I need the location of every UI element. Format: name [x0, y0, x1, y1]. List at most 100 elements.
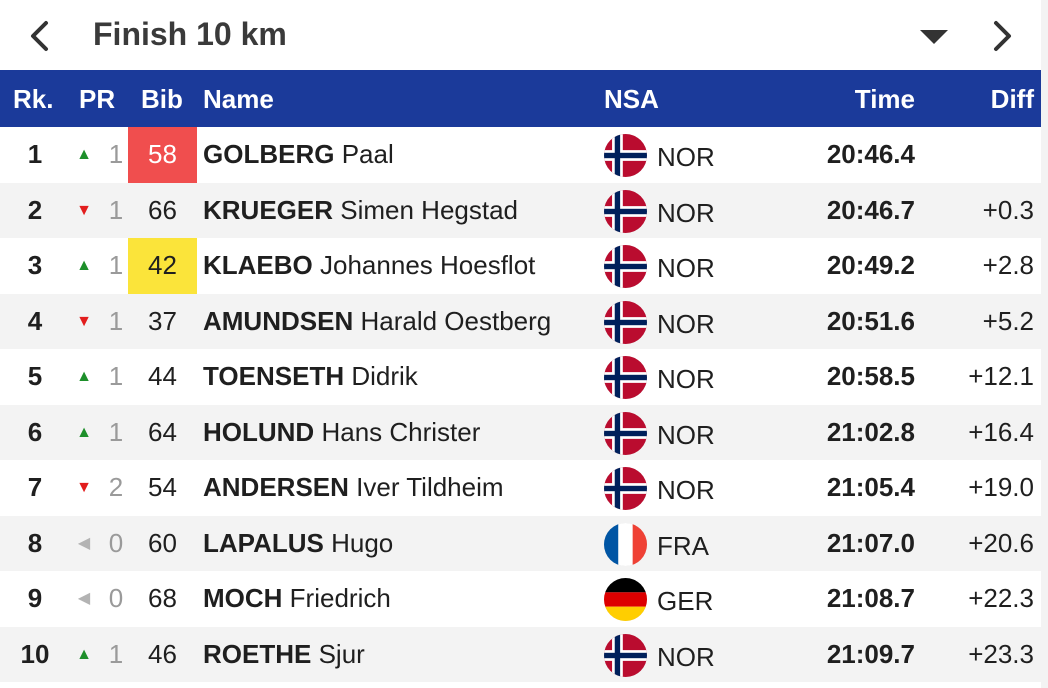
- athlete-surname: KLAEBO: [203, 250, 313, 280]
- athlete-given-name: Hugo: [331, 527, 394, 558]
- nation-code: NOR: [657, 641, 715, 672]
- table-row[interactable]: 7 ▼ 2 54 ANDERSEN Iver Tildheim NOR 21:05.4 +19…: [0, 460, 1041, 516]
- column-header-time[interactable]: Time: [854, 84, 915, 114]
- time-difference: +19.0: [968, 472, 1034, 502]
- table-row[interactable]: 8 ◀ 0 60 LAPALUS Hugo FRA 21:07.0 +20.6: [0, 515, 1041, 572]
- table-row[interactable]: 6 ▲ 1 64 HOLUND Hans Christer NOR 21:02.8 +16.4: [0, 404, 1041, 461]
- position-change: 0: [108, 527, 124, 558]
- athlete-given-name: Didrik: [351, 361, 418, 391]
- results-table-header: Rk. PR Bib Name NSA Time Diff: [0, 70, 1041, 127]
- position-change: 1: [108, 194, 124, 225]
- athlete-name[interactable]: TOENSETH Didrik: [203, 349, 418, 405]
- nation-code: NOR: [657, 475, 715, 505]
- athlete-name[interactable]: ROETHE Sjur: [203, 627, 365, 683]
- caret-down-icon[interactable]: [914, 20, 954, 52]
- athlete-surname: MOCH: [203, 583, 283, 613]
- nation-code: FRA: [657, 530, 709, 561]
- bib-number: 64: [148, 416, 177, 447]
- top-bar: Finish 10 km: [0, 0, 1048, 70]
- table-row[interactable]: 5 ▲ 1 44 TOENSETH Didrik NOR 20:58.5 +12.1: [0, 349, 1041, 405]
- time-difference: +22.3: [968, 583, 1034, 613]
- nation-code: NOR: [657, 253, 715, 283]
- scrollbar[interactable]: [1041, 0, 1048, 688]
- arrow-left-icon: ◀: [77, 534, 91, 552]
- nation-code: NOR: [657, 142, 715, 172]
- finish-time: 20:46.7: [826, 194, 915, 225]
- time-difference: +2.8: [982, 250, 1034, 280]
- athlete-given-name: Hans Christer: [321, 416, 481, 447]
- athlete-surname: GOLBERG: [203, 139, 335, 169]
- bib-number: 58: [128, 127, 197, 183]
- bib-number: 42: [128, 238, 197, 294]
- chevron-left-icon[interactable]: [20, 16, 60, 56]
- bib-number: 68: [148, 583, 177, 613]
- bib-number: 66: [148, 194, 177, 225]
- column-header-pr[interactable]: PR: [79, 84, 116, 114]
- position-change: 1: [108, 361, 124, 391]
- column-header-nsa[interactable]: NSA: [604, 84, 659, 114]
- table-row[interactable]: 4 ▼ 1 37 AMUNDSEN Harald Oestberg NOR 20:51.6 +…: [0, 293, 1041, 350]
- rank: 1: [27, 139, 43, 169]
- finish-time: 21:07.0: [826, 527, 915, 558]
- finish-time: 20:46.4: [826, 139, 915, 169]
- athlete-surname: ANDERSEN: [203, 472, 349, 502]
- athlete-surname: HOLUND: [203, 416, 315, 447]
- bib-number: 60: [148, 527, 177, 558]
- athlete-surname: ROETHE: [203, 638, 312, 669]
- athlete-name[interactable]: KLAEBO Johannes Hoesflot: [203, 238, 535, 294]
- column-header-name[interactable]: Name: [203, 84, 274, 114]
- finish-time: 21:02.8: [826, 416, 915, 447]
- norway-flag-icon: [604, 189, 647, 233]
- athlete-name[interactable]: AMUNDSEN Harald Oestberg: [203, 294, 551, 350]
- athlete-surname: AMUNDSEN: [203, 305, 354, 336]
- rank: 6: [27, 416, 43, 447]
- athlete-name[interactable]: MOCH Friedrich: [203, 571, 391, 627]
- athlete-given-name: Iver Tildheim: [356, 472, 504, 502]
- norway-flag-icon: [604, 356, 647, 399]
- rank: 4: [27, 305, 43, 336]
- rank: 2: [27, 194, 43, 225]
- chevron-right-icon[interactable]: [982, 16, 1022, 56]
- bib-number: 37: [148, 305, 177, 336]
- arrow-up-icon: ▲: [76, 146, 92, 163]
- arrow-left-icon: ◀: [77, 590, 91, 607]
- finish-time: 21:05.4: [826, 472, 915, 502]
- nation-code: NOR: [657, 197, 715, 228]
- time-difference: +5.2: [982, 305, 1034, 336]
- athlete-given-name: Friedrich: [289, 583, 391, 613]
- time-difference: +0.3: [982, 194, 1034, 225]
- athlete-surname: KRUEGER: [203, 194, 334, 225]
- nation-code: NOR: [657, 419, 715, 450]
- table-row[interactable]: 1 ▲ 1 58 GOLBERG Paal NOR 20:46.4: [0, 127, 1041, 183]
- bib-number: 46: [148, 638, 177, 669]
- arrow-up-icon: ▲: [76, 368, 92, 385]
- table-row[interactable]: 3 ▲ 1 42 KLAEBO Johannes Hoesflot NOR 20:49.2 +…: [0, 238, 1041, 294]
- norway-flag-icon: [604, 633, 647, 677]
- time-difference: [900, 127, 1034, 183]
- column-header-rank[interactable]: Rk.: [13, 84, 54, 114]
- athlete-name[interactable]: KRUEGER Simen Hegstad: [203, 183, 518, 239]
- time-difference: +20.6: [968, 527, 1034, 558]
- france-flag-icon: [604, 522, 647, 566]
- arrow-down-icon: ▼: [76, 312, 92, 330]
- athlete-name[interactable]: HOLUND Hans Christer: [203, 405, 480, 461]
- table-row[interactable]: 9 ◀ 0 68 MOCH Friedrich GER 21:08.7 +22.3: [0, 571, 1041, 627]
- bib-number: 44: [148, 361, 177, 391]
- position-change: 1: [108, 139, 124, 169]
- results-table-body: 1 ▲ 1 58 GOLBERG Paal NOR 20:46.4 2 ▼ 1 66 KRUEGER …: [0, 127, 1041, 682]
- nation-code: NOR: [657, 364, 715, 394]
- position-change: 1: [108, 305, 124, 336]
- athlete-name[interactable]: LAPALUS Hugo: [203, 516, 393, 572]
- athlete-name[interactable]: ANDERSEN Iver Tildheim: [203, 460, 504, 516]
- position-change: 1: [108, 638, 124, 669]
- norway-flag-icon: [604, 134, 647, 177]
- table-row[interactable]: 2 ▼ 1 66 KRUEGER Simen Hegstad NOR 20:46.7 +0.3: [0, 182, 1041, 239]
- nation-code: GER: [657, 586, 714, 616]
- column-header-diff[interactable]: Diff: [990, 84, 1034, 114]
- nation-code: NOR: [657, 308, 715, 339]
- athlete-name[interactable]: GOLBERG Paal: [203, 127, 394, 183]
- norway-flag-icon: [604, 245, 647, 288]
- table-row[interactable]: 10 ▲ 1 46 ROETHE Sjur NOR 21:09.7 +23.3: [0, 626, 1041, 683]
- column-header-bib[interactable]: Bib: [141, 84, 183, 114]
- time-difference: +12.1: [968, 361, 1034, 391]
